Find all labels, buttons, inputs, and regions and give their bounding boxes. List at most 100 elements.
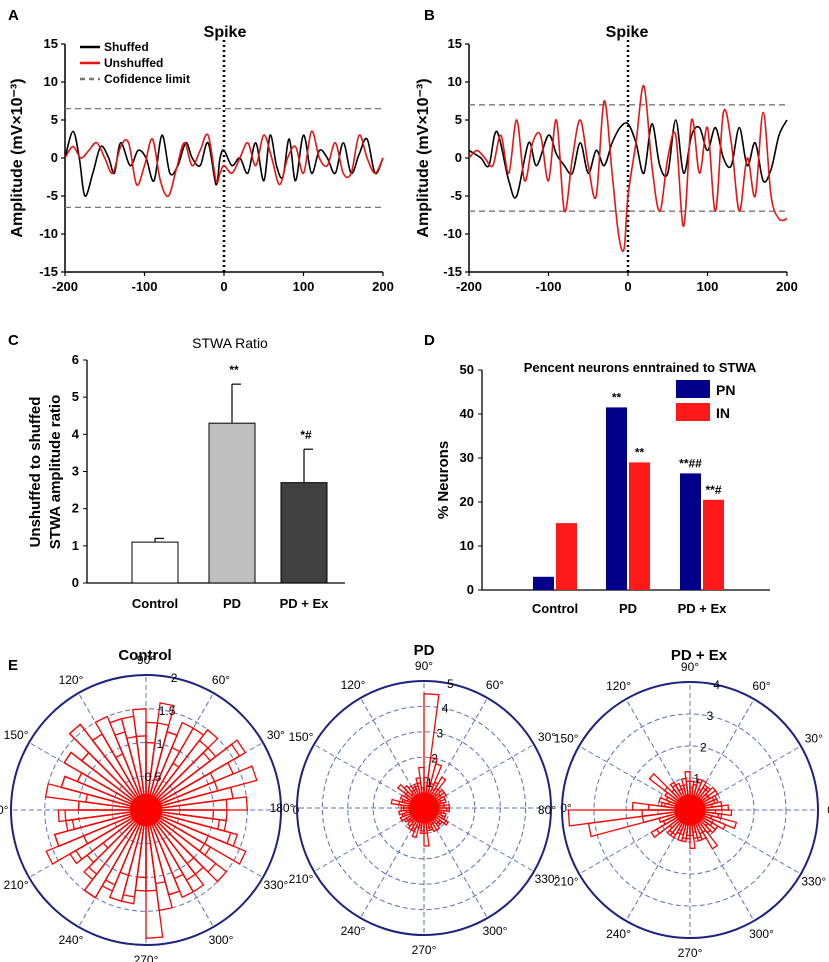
polar-spoke xyxy=(423,744,535,809)
polar-spoke xyxy=(578,745,691,811)
x-tick-label: -100 xyxy=(535,279,561,294)
panel-a-ylabel: Amplitude (mV×10⁻³) xyxy=(9,78,26,237)
x-tick-label: 0 xyxy=(220,279,227,294)
polar-core xyxy=(674,794,706,826)
polar-angle-label: 120° xyxy=(341,678,366,692)
polar-spoke xyxy=(689,809,802,875)
polar-bin xyxy=(423,693,440,809)
bar-in-control xyxy=(556,523,577,590)
polar-spoke xyxy=(689,809,755,922)
y-tick-label: 1 xyxy=(72,538,79,553)
legend-unshuffed-label: Unshuffed xyxy=(104,56,163,70)
polar-angle-label: 300° xyxy=(209,933,234,947)
panel-b-axes: 15 10 5 0 -5 -10 -15-200 -100 0 100 200 xyxy=(443,36,798,294)
polar-spoke xyxy=(625,809,691,922)
polar-angle-label: 270° xyxy=(134,953,159,962)
polar-ring-label: 5 xyxy=(447,677,454,691)
polar-pd-ex: 0°30°60°90°120°150°80°210°240°270°300°33… xyxy=(538,660,829,960)
polar-bin xyxy=(567,809,691,827)
polar-angle-label: 180° xyxy=(0,803,9,817)
significance-label: **## xyxy=(679,456,702,470)
y-tick-label: 10 xyxy=(460,538,474,553)
polar-angle-label: 240° xyxy=(606,927,631,941)
bar-pd-ex xyxy=(280,482,328,584)
panel-letter-d: D xyxy=(424,332,435,349)
polar-angle-label: 30° xyxy=(538,730,556,744)
polar-angle-label: 330° xyxy=(263,878,288,892)
polar-angle-label: 240° xyxy=(341,924,366,938)
polar-angle-label: 300° xyxy=(749,927,774,941)
polar-title-pd-ex: PD + Ex xyxy=(671,647,728,664)
panel-letter-c: C xyxy=(8,332,19,349)
polar-angle-label: 0° xyxy=(560,801,572,815)
polar-spoke xyxy=(423,697,488,809)
polar-angle-label: 30° xyxy=(805,732,823,746)
y-tick-label: 0 xyxy=(72,575,79,590)
panel-c-title: STWA Ratio xyxy=(192,335,268,351)
category-label: Control xyxy=(532,601,578,616)
bar-pn-control xyxy=(533,576,554,590)
y-tick-label: 5 xyxy=(72,389,79,404)
polar-spoke xyxy=(689,745,802,811)
polar-angle-label: 0° xyxy=(827,803,829,817)
category-label: PD + Ex xyxy=(678,601,728,616)
polar-angle-label: 210° xyxy=(4,878,29,892)
polar-outer-ring xyxy=(296,680,552,936)
bar-pd xyxy=(208,422,256,584)
polar-angle-label: 150° xyxy=(289,730,314,744)
bar-pn-pd xyxy=(606,407,627,590)
bar-control xyxy=(131,541,179,584)
polar-spoke xyxy=(360,697,425,809)
legend-confidence-label: Cofidence limit xyxy=(104,72,190,86)
polar-angle-label: 210° xyxy=(554,875,579,889)
panel-c-ylabel-line1: Unshuffed to shuffed xyxy=(27,397,44,548)
y-tick-label: 15 xyxy=(44,36,58,51)
polar-angle-label: 60° xyxy=(752,679,770,693)
polar-ring-label: 3 xyxy=(436,727,443,741)
polar-ring-label: 1 xyxy=(693,772,700,786)
polar-ring-label: 1.5 xyxy=(159,704,176,718)
polar-spoke xyxy=(578,809,691,875)
polar-bin xyxy=(145,702,175,811)
panel-c: STWA Ratio Unshuffed to shuffed STWA amp… xyxy=(27,335,345,611)
polar-ring-label: 0.5 xyxy=(145,770,162,784)
series-line-shuffed xyxy=(64,130,384,197)
polar-pd: 0°30°60°90°120°150°180°210°240°270°300°3… xyxy=(270,659,572,957)
panel-a-legend: Shuffed Unshuffed Cofidence limit xyxy=(80,40,190,86)
panel-b: Spike Amplitude (mV×10⁻³) 15 10 5 0 -5 -10 -15… xyxy=(415,24,798,294)
y-tick-label: 0 xyxy=(467,582,474,597)
y-tick-label: -5 xyxy=(46,188,58,203)
polar-ring-label: 1 xyxy=(157,737,164,751)
legend-swatch-in xyxy=(676,403,710,421)
polar-angle-label: 90° xyxy=(415,659,433,673)
significance-label: *# xyxy=(300,428,312,442)
y-tick-label: 50 xyxy=(460,362,474,377)
legend-label-in: IN xyxy=(716,405,730,421)
polar-ring-label: 2 xyxy=(431,751,438,765)
panel-d-axes: 50 40 30 20 10 0 ** **## ** **# Control PD PD + Ex PN… xyxy=(460,362,770,616)
y-tick-label: 15 xyxy=(448,36,462,51)
series-line-unshuffed xyxy=(468,84,788,253)
significance-label: ** xyxy=(229,363,239,377)
polar-title-pd: PD xyxy=(414,642,435,659)
y-tick-label: -5 xyxy=(450,188,462,203)
x-tick-label: 100 xyxy=(697,279,719,294)
polar-angle-label: 30° xyxy=(267,728,285,742)
panel-d-title: Pencent neurons enntrained to STWA xyxy=(524,360,757,375)
y-tick-label: -15 xyxy=(443,264,462,279)
polar-ring-label: 1 xyxy=(426,776,433,790)
panel-b-title: Spike xyxy=(606,24,649,41)
bar-in-pd-ex xyxy=(703,499,724,590)
x-tick-label: 200 xyxy=(776,279,798,294)
category-label: PD + Ex xyxy=(280,596,330,611)
series-line-unshuffed xyxy=(64,130,384,198)
polar-control: 030°60°90°120°150°180°210°240°270°300°33… xyxy=(0,653,300,962)
polar-spoke xyxy=(625,698,691,811)
panel-letter-a: A xyxy=(8,7,19,24)
panel-d: Pencent neurons enntrained to STWA % Neu… xyxy=(435,360,770,616)
panel-c-axes: 6 5 4 3 2 1 0 Control ** PD *# PD + Ex xyxy=(72,352,345,611)
x-tick-label: 100 xyxy=(293,279,315,294)
panel-letter-e: E xyxy=(8,657,18,674)
panel-e: Control PD PD + Ex 030°60°90°120°150°180… xyxy=(0,642,829,962)
